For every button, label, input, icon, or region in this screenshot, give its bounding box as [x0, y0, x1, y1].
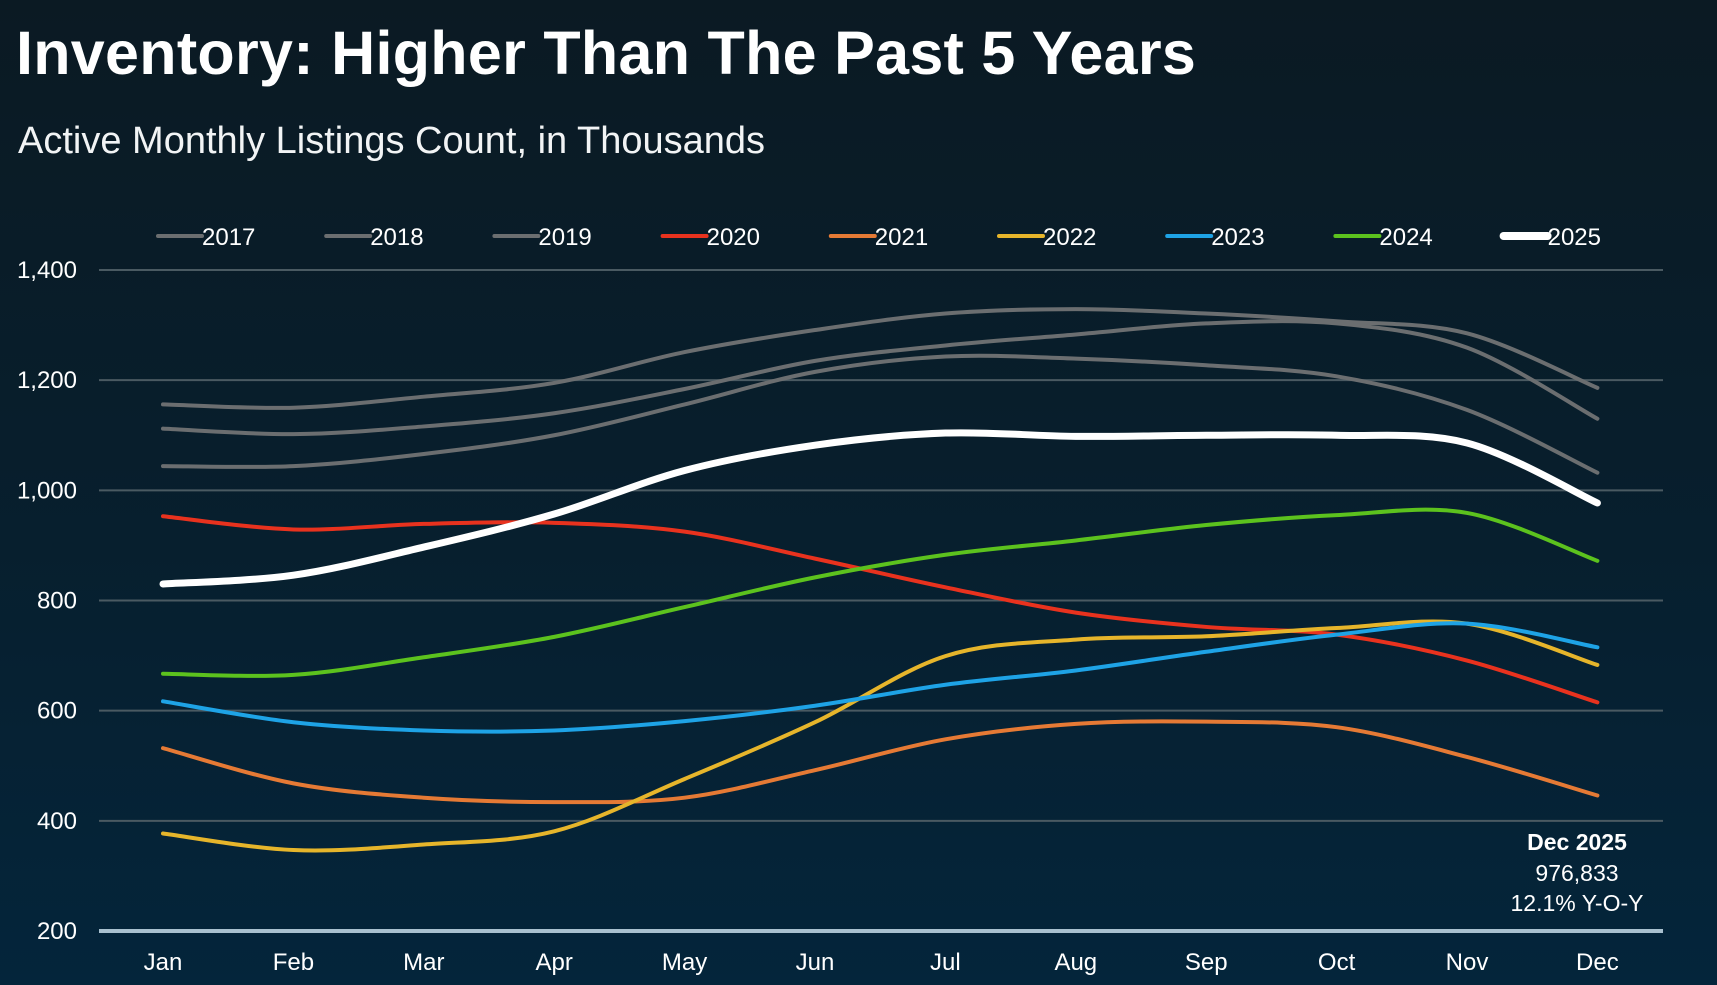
legend-item[interactable]: 2022: [997, 224, 1096, 251]
y-tick-label: 400: [37, 808, 77, 835]
x-axis: Jan Feb Mar Apr May Jun Jul Aug Sep Oct Nov Dec: [144, 949, 1619, 976]
series-line-2017: [161, 307, 1600, 410]
y-axis: 1,400 1,200 1,000 800 600 400 200: [17, 257, 77, 945]
legend-item[interactable]: 2024: [1333, 224, 1433, 251]
annotation: Dec 2025 976,833 12.1% Y-O-Y: [1511, 829, 1644, 916]
series-line-2021: [161, 719, 1600, 805]
series-line-2022: [161, 619, 1600, 853]
legend-item[interactable]: 2023: [1165, 224, 1265, 251]
y-tick-label: 800: [37, 588, 77, 615]
legend-label: 2017: [202, 224, 255, 251]
page-title: Inventory: Higher Than The Past 5 Years: [16, 19, 1197, 87]
annotation-value: 976,833: [1535, 860, 1618, 886]
x-tick-label: Jan: [144, 949, 183, 976]
x-tick-label: Apr: [536, 949, 573, 976]
page-subtitle: Active Monthly Listings Count, in Thousa…: [18, 120, 766, 162]
legend-label: 2021: [875, 224, 928, 251]
x-tick-label: Jul: [930, 949, 961, 976]
x-tick-label: May: [662, 949, 707, 976]
legend-label: 2018: [370, 224, 423, 251]
x-tick-label: Jun: [796, 949, 835, 976]
y-tick-label: 1,000: [17, 477, 77, 504]
legend-label: 2025: [1548, 224, 1601, 251]
annotation-yoy: 12.1% Y-O-Y: [1511, 890, 1644, 916]
gridlines: [99, 269, 1663, 933]
y-tick-label: 200: [37, 918, 77, 945]
legend: 2017 2018 2019 2020 2021 2022 2023 2024 2025: [156, 224, 1601, 251]
series-line-2020: [161, 514, 1600, 705]
series-lines: [159, 307, 1601, 853]
legend-label: 2024: [1379, 224, 1432, 251]
series-line-2018: [161, 319, 1600, 437]
x-tick-label: Oct: [1318, 949, 1356, 976]
annotation-title: Dec 2025: [1527, 829, 1627, 855]
legend-label: 2020: [707, 224, 760, 251]
x-tick-label: Nov: [1446, 949, 1489, 976]
legend-label: 2022: [1043, 224, 1096, 251]
x-tick-label: Feb: [273, 949, 314, 976]
y-tick-label: 1,200: [17, 367, 77, 394]
y-tick-label: 600: [37, 698, 77, 725]
legend-item[interactable]: 2017: [156, 224, 255, 251]
legend-item[interactable]: 2025: [1499, 224, 1601, 251]
x-tick-label: Dec: [1576, 949, 1619, 976]
series-line-2025: [159, 429, 1601, 588]
legend-item[interactable]: 2018: [324, 224, 424, 251]
x-tick-label: Mar: [403, 949, 444, 976]
legend-item[interactable]: 2019: [492, 224, 592, 251]
legend-label: 2023: [1211, 224, 1264, 251]
legend-item[interactable]: 2020: [660, 224, 760, 251]
series-line-2019: [161, 353, 1600, 475]
series-line-2023: [161, 621, 1600, 734]
y-tick-label: 1,400: [17, 257, 77, 284]
x-tick-label: Sep: [1185, 949, 1228, 976]
x-tick-label: Aug: [1054, 949, 1097, 976]
series-line-2024: [161, 507, 1600, 678]
legend-item[interactable]: 2021: [828, 224, 928, 251]
legend-label: 2019: [538, 224, 591, 251]
